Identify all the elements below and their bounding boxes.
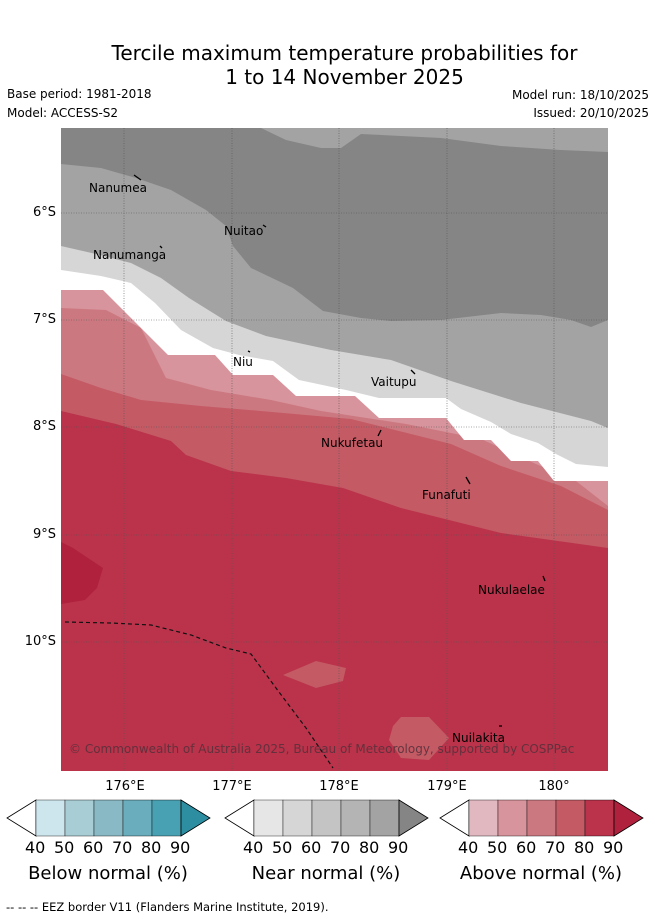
colorbar-near-segment: [282, 799, 313, 837]
island-nuitao: [262, 224, 267, 228]
place-label: Vaitupu: [371, 375, 417, 389]
cb-near-tick: 90: [388, 838, 409, 857]
eez-legend: -- -- -- EEZ border V11 (Flanders Marine…: [6, 900, 329, 914]
copyright-notice: © Commonwealth of Australia 2025, Bureau…: [69, 742, 575, 756]
map-panel: [61, 128, 608, 771]
band-above-90: [61, 542, 103, 604]
lon-label: 176°E: [105, 779, 145, 794]
cb-near-tick: 60: [301, 838, 322, 857]
model-run: Model run: 18/10/2025: [511, 88, 649, 102]
colorbar-above-segment: [584, 799, 615, 837]
lat-label: 6°S: [32, 205, 56, 220]
cb-above-tick: 70: [545, 838, 566, 857]
island-niu: [247, 350, 251, 353]
colorbar-near-segment: [311, 799, 342, 837]
colorbar-below-normal: [6, 799, 211, 837]
lon-label: 177°E: [212, 779, 252, 794]
place-label: Nukufetau: [321, 436, 384, 450]
island-vaitupu: [410, 369, 416, 375]
cb-below-tick: 70: [112, 838, 133, 857]
colorbar-near-upper-extend: [398, 799, 429, 837]
colorbar-above-lower-extend: [439, 799, 470, 837]
cb-below-tick: 80: [141, 838, 162, 857]
cb-near-tick: 40: [243, 838, 264, 857]
colorbar-above-segment: [555, 799, 586, 837]
place-label: Nanumanga: [93, 248, 167, 262]
patch-above-70: [283, 661, 346, 688]
cb-below-tick: 50: [54, 838, 75, 857]
cb-near-tick: 50: [272, 838, 293, 857]
place-label: Nuitao: [224, 224, 264, 238]
colorbar-below-lower-extend: [6, 799, 37, 837]
issued-date: Issued: 20/10/2025: [533, 106, 649, 120]
colorbar-near-lower-extend: [224, 799, 255, 837]
island-nukufetau: [377, 429, 382, 437]
lon-label: 180°: [538, 779, 570, 794]
place-label: Nukulaelae: [478, 583, 545, 597]
cb-below-tick: 90: [170, 838, 191, 857]
place-label: Funafuti: [422, 488, 471, 502]
colorbar-below-segment: [122, 799, 153, 837]
colorbar-below-upper-extend: [180, 799, 211, 837]
island-nukulaelae: [542, 575, 546, 582]
colorbar-above-segment: [497, 799, 528, 837]
cb-above-tick: 90: [603, 838, 624, 857]
cb-below-tick: 60: [83, 838, 104, 857]
title-line-1: Tercile maximum temperature probabilitie…: [111, 41, 578, 65]
lon-label: 178°E: [319, 779, 359, 794]
colorbar-below-title: Below normal (%): [28, 863, 188, 884]
band-near-60-top: [61, 128, 608, 152]
cb-above-tick: 40: [458, 838, 479, 857]
colorbar-near-segment: [369, 799, 400, 837]
colorbar-near-normal: [224, 799, 429, 837]
colorbar-above-normal: [439, 799, 644, 837]
colorbar-near-segment: [253, 799, 284, 837]
cb-near-tick: 80: [359, 838, 380, 857]
title-line-2: 1 to 14 November 2025: [225, 65, 464, 89]
patch-above-70-south: [389, 717, 449, 760]
cb-above-tick: 60: [516, 838, 537, 857]
colorbar-below-segment: [93, 799, 124, 837]
colorbar-above-segment: [468, 799, 499, 837]
lon-label: 179°E: [427, 779, 467, 794]
place-label: Niu: [233, 355, 253, 369]
island-nanumanga: [159, 245, 163, 249]
chart-title: Tercile maximum temperature probabilitie…: [0, 41, 655, 89]
graticule: [61, 128, 608, 771]
colorbar-below-segment: [151, 799, 182, 837]
cb-above-tick: 50: [487, 838, 508, 857]
lat-label: 7°S: [32, 312, 56, 327]
cb-near-tick: 70: [330, 838, 351, 857]
cb-below-tick: 40: [25, 838, 46, 857]
lat-label: 10°S: [24, 634, 56, 649]
colorbar-tick-row: 40 50 60 70 80 90 40 50 60 70 80 90 40 5…: [0, 838, 655, 860]
model-name: Model: ACCESS-S2: [7, 106, 119, 120]
colorbars: [6, 799, 644, 837]
lat-label: 8°S: [32, 419, 56, 434]
eez-border: [64, 621, 334, 769]
band-near-70: [61, 128, 608, 327]
colorbar-above-segment: [526, 799, 557, 837]
base-period: Base period: 1981-2018: [7, 87, 152, 101]
place-label: Nuilakita: [452, 731, 505, 745]
colorbar-near-title: Near normal (%): [251, 863, 401, 884]
island-nanumea: [133, 174, 142, 181]
place-label: Nanumea: [89, 181, 147, 195]
colorbar-below-segment: [35, 799, 66, 837]
colorbar-below-segment: [64, 799, 95, 837]
islands: [133, 174, 546, 727]
colorbar-near-segment: [340, 799, 371, 837]
colorbar-above-upper-extend: [613, 799, 644, 837]
cb-above-tick: 80: [574, 838, 595, 857]
colorbar-above-title: Above normal (%): [459, 863, 623, 884]
island-funafuti: [465, 476, 471, 485]
lat-label: 9°S: [32, 527, 56, 542]
probability-map: [61, 128, 608, 771]
